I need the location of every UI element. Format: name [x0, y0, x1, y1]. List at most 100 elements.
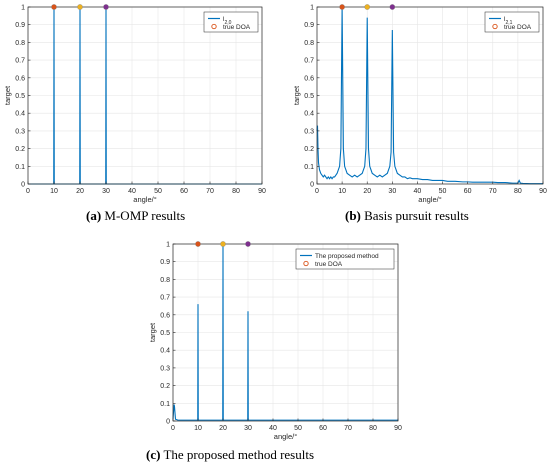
- y-tick-label: 0: [166, 419, 170, 426]
- caption-c-tag: (c): [146, 447, 161, 462]
- x-tick-label: 80: [232, 188, 240, 195]
- x-tick-label: 50: [154, 188, 162, 195]
- x-tick-label: 60: [180, 188, 188, 195]
- y-tick-label: 0.8: [160, 277, 170, 284]
- true-doa-marker: [245, 241, 251, 247]
- true-doa-marker: [195, 241, 201, 247]
- y-tick-label: 0.5: [15, 93, 25, 100]
- legend-marker-label: true DOA: [223, 24, 251, 31]
- y-tick-label: 0.3: [160, 365, 170, 372]
- x-axis-label: angle/°: [418, 195, 441, 204]
- y-tick-label: 0: [21, 182, 25, 189]
- legend-marker-swatch: [492, 23, 498, 30]
- y-tick-label: 0.9: [15, 22, 25, 29]
- chart-panel-c: 0 10 20 30 40 50 60 70 80 90 0 0.1 0.2 0.3 0.4 0.5 0.6 0.…: [148, 241, 402, 441]
- legend-line-subscript: 2,1: [505, 20, 512, 26]
- y-tick-label: 0: [310, 182, 314, 189]
- x-tick-label: 20: [363, 188, 371, 195]
- x-tick-label: 70: [344, 425, 352, 432]
- y-tick-label: 0.6: [304, 75, 314, 82]
- chart-panel-b: 0 10 20 30 40 50 60 70 80 90 0 0.1 0.2 0.3 0.4 0.5 0.6 0.…: [292, 4, 547, 204]
- y-tick-label: 0.1: [15, 164, 25, 171]
- x-tick-label: 40: [128, 188, 136, 195]
- legend-box: [295, 248, 395, 270]
- y-tick-label: 0.7: [15, 58, 25, 65]
- x-tick-label: 90: [539, 188, 547, 195]
- y-tick-label: 0.2: [15, 146, 25, 153]
- x-tick-label: 90: [258, 188, 266, 195]
- legend-marker-swatch: [303, 260, 309, 267]
- true-doa-marker: [103, 4, 109, 10]
- x-tick-label: 70: [489, 188, 497, 195]
- x-tick-label: 20: [219, 425, 227, 432]
- x-tick-label: 50: [439, 188, 447, 195]
- y-tick-label: 0.8: [15, 40, 25, 47]
- x-tick-label: 70: [206, 188, 214, 195]
- x-tick-label: 0: [171, 425, 175, 432]
- caption-a: (a) M-OMP results: [86, 208, 185, 224]
- chart-panel-a: 0 10 20 30 40 50 60 70 80 90 0 0.1 0.2 0.3 0.4 0.5 0.6 0.…: [3, 4, 266, 204]
- series-line: [172, 245, 398, 421]
- caption-a-tag: (a): [86, 208, 102, 223]
- y-axis-label: target: [292, 85, 301, 105]
- x-tick-label: 30: [388, 188, 396, 195]
- y-axis-label: target: [3, 85, 12, 105]
- caption-c-text: The proposed method results: [160, 447, 315, 462]
- true-doa-marker: [364, 4, 371, 10]
- y-tick-label: 1: [310, 5, 314, 12]
- x-tick-label: 30: [102, 188, 110, 195]
- x-tick-label: 80: [369, 425, 377, 432]
- legend-marker-swatch: [211, 23, 217, 30]
- y-tick-label: 0.1: [160, 401, 170, 408]
- y-tick-label: 0.4: [15, 111, 25, 118]
- x-axis-label: angle/°: [133, 195, 156, 204]
- caption-c: (c) The proposed method results: [146, 447, 314, 463]
- true-doa-marker: [389, 4, 396, 10]
- y-tick-label: 0.4: [304, 111, 314, 118]
- y-tick-label: 0.8: [304, 40, 314, 47]
- x-tick-label: 0: [26, 188, 30, 195]
- x-tick-label: 10: [194, 425, 202, 432]
- x-tick-label: 30: [244, 425, 252, 432]
- y-tick-label: 0.6: [15, 75, 25, 82]
- y-tick-label: 0.2: [160, 383, 170, 390]
- x-tick-label: 60: [464, 188, 472, 195]
- caption-b-tag: (b): [345, 208, 361, 223]
- y-tick-label: 0.9: [160, 259, 170, 266]
- y-tick-label: 1: [166, 242, 170, 249]
- y-axis-label: target: [148, 322, 157, 342]
- y-tick-label: 0.5: [304, 93, 314, 100]
- y-tick-label: 0.5: [160, 330, 170, 337]
- y-tick-label: 0.9: [304, 22, 314, 29]
- true-doa-marker: [77, 4, 83, 10]
- legend-box: [203, 11, 259, 33]
- y-tick-label: 0.7: [304, 58, 314, 65]
- y-tick-label: 0.6: [160, 312, 170, 319]
- y-tick-label: 0.4: [160, 348, 170, 355]
- caption-b-text: Basis pursuit results: [360, 208, 469, 223]
- x-axis-label: angle/°: [274, 432, 297, 441]
- series-line: [316, 6, 543, 185]
- y-tick-label: 0.1: [304, 164, 314, 171]
- legend-marker-label: true DOA: [315, 261, 343, 268]
- x-tick-label: 90: [394, 425, 402, 432]
- x-tick-label: 10: [338, 188, 346, 195]
- x-tick-label: 10: [50, 188, 58, 195]
- true-doa-marker: [339, 4, 345, 10]
- legend-line-label: l2,1: [504, 16, 513, 26]
- x-tick-label: 0: [315, 188, 319, 195]
- x-tick-label: 20: [76, 188, 84, 195]
- legend-line-label: The proposed method: [315, 253, 379, 260]
- y-tick-label: 1: [21, 5, 25, 12]
- x-tick-label: 80: [514, 188, 522, 195]
- x-tick-label: 50: [294, 425, 302, 432]
- caption-a-text: M-OMP results: [101, 208, 186, 223]
- x-tick-label: 40: [414, 188, 422, 195]
- legend-line-label: l2,0: [223, 16, 232, 26]
- y-tick-label: 0.2: [304, 146, 314, 153]
- x-tick-label: 40: [269, 425, 277, 432]
- legend-line-subscript: 2,0: [224, 20, 231, 26]
- y-tick-label: 0.7: [160, 295, 170, 302]
- legend-box: [484, 11, 540, 33]
- x-tick-label: 60: [319, 425, 327, 432]
